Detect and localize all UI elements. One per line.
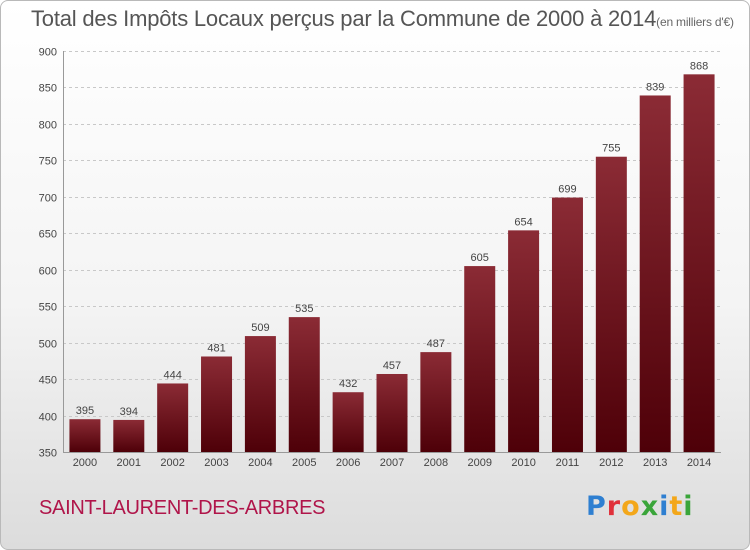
chart-title-text: Total des Impôts Locaux perçus par la Co… <box>31 6 657 31</box>
x-tick-label: 2005 <box>292 457 316 469</box>
x-tick-label: 2001 <box>117 457 141 469</box>
x-tick-label: 2003 <box>204 457 228 469</box>
data-label: 868 <box>690 60 708 72</box>
bar <box>508 230 540 452</box>
bar <box>113 419 145 452</box>
bar <box>288 317 320 452</box>
x-tick-label: 2012 <box>599 457 623 469</box>
logo-letter: P <box>586 491 607 522</box>
x-tick-label: 2014 <box>687 457 711 469</box>
x-tick-label: 2000 <box>73 457 97 469</box>
data-label: 509 <box>251 322 269 334</box>
bar <box>244 336 276 452</box>
data-label: 395 <box>76 405 94 417</box>
x-tick-label: 2013 <box>643 457 667 469</box>
bar <box>595 156 627 452</box>
logo-letter: i <box>683 491 694 522</box>
y-tick-label: 900 <box>39 47 57 59</box>
bar <box>201 356 233 452</box>
data-label: 457 <box>383 360 401 372</box>
y-tick-label: 600 <box>39 266 57 278</box>
bar <box>69 419 101 452</box>
data-label: 605 <box>471 252 489 264</box>
data-label: 755 <box>602 143 620 155</box>
y-tick-label: 700 <box>39 193 57 205</box>
logo-letter: x <box>640 491 660 522</box>
y-tick-label: 400 <box>39 412 57 424</box>
bar <box>639 95 671 452</box>
proxiti-logo: Proxiti <box>586 491 694 522</box>
bar <box>464 266 496 452</box>
y-tick-label: 450 <box>39 375 57 387</box>
y-tick-label: 750 <box>39 156 57 168</box>
chart-title: Total des Impôts Locaux perçus par la Co… <box>31 6 734 32</box>
logo-letter: r <box>606 491 622 522</box>
x-tick-label: 2011 <box>556 457 580 469</box>
bar <box>157 383 189 452</box>
data-label: 699 <box>558 184 576 196</box>
bar <box>376 373 408 452</box>
bar <box>551 197 583 452</box>
logo-letter: t <box>669 491 684 522</box>
data-label: 535 <box>295 303 313 315</box>
x-tick-label: 2008 <box>424 457 448 469</box>
data-label: 487 <box>427 338 445 350</box>
x-tick-label: 2009 <box>467 457 491 469</box>
x-tick-label: 2006 <box>336 457 360 469</box>
data-label: 444 <box>163 369 181 381</box>
y-tick-label: 800 <box>39 120 57 132</box>
commune-name: SAINT-LAURENT-DES-ARBRES <box>39 497 326 519</box>
bar <box>332 392 364 452</box>
logo-letter: o <box>621 491 641 522</box>
data-label: 839 <box>646 81 664 93</box>
chart-unit: (en milliers d'€) <box>656 15 734 29</box>
data-label: 394 <box>120 406 138 418</box>
logo-letter: i <box>659 491 670 522</box>
x-tick-label: 2010 <box>511 457 535 469</box>
bar <box>683 74 715 453</box>
y-tick-label: 500 <box>39 339 57 351</box>
y-tick-label: 350 <box>39 448 57 460</box>
x-tick-label: 2002 <box>160 457 184 469</box>
data-label: 654 <box>514 216 532 228</box>
x-tick-label: 2007 <box>380 457 404 469</box>
x-tick-label: 2004 <box>248 457 272 469</box>
y-tick-label: 650 <box>39 229 57 241</box>
y-tick-label: 850 <box>39 83 57 95</box>
data-label: 481 <box>207 342 225 354</box>
y-tick-label: 550 <box>39 302 57 314</box>
data-label: 432 <box>339 378 357 390</box>
bar <box>420 352 452 452</box>
